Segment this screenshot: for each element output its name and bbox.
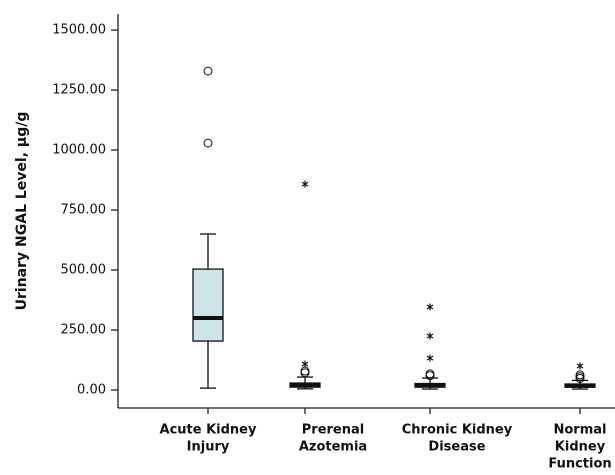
box [192,268,224,342]
x-tick-label: Kidney [555,440,606,455]
x-tick-label: Normal [554,423,607,438]
y-axis-label: Urinary NGAL Level, μg/g [14,112,30,311]
x-tick-label: Acute Kidney [160,423,257,438]
y-tick-label: 0.00 [77,383,106,398]
y-tick-label: 1500.00 [52,23,106,38]
x-tick-label: Chronic Kidney [402,423,513,438]
x-tick-label: Disease [428,440,485,455]
extreme [576,362,584,370]
y-tick-label: 500.00 [61,263,107,278]
extreme [426,332,434,340]
y-tick-label: 750.00 [61,203,107,218]
x-tick-label: Prerenal [302,423,364,438]
outlier [575,373,585,383]
y-tick-label: 1000.00 [52,143,106,158]
outlier [425,371,435,381]
x-tick-label: Injury [187,440,230,455]
outlier [300,368,310,378]
x-tick-label: Function [548,457,611,472]
extreme [426,354,434,362]
extreme [301,360,309,368]
outlier [203,138,213,148]
y-tick-label: 250.00 [61,323,107,338]
y-tick-label: 1250.00 [52,83,106,98]
outlier [203,66,213,76]
extreme [426,303,434,311]
extreme [301,180,309,188]
x-tick-label: Azotemia [299,440,367,455]
